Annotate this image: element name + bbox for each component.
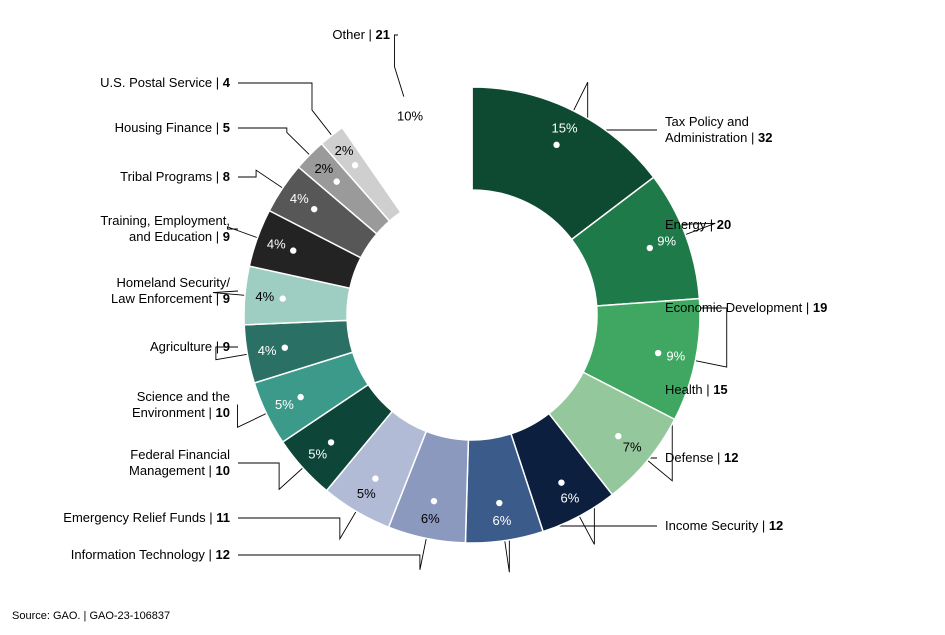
slice-percent: 5%: [357, 486, 376, 501]
slice-percent: 6%: [421, 511, 440, 526]
slice-dot: [615, 433, 621, 439]
slice-percent: 6%: [492, 513, 511, 528]
slice-label: Economic Development | 19: [665, 300, 827, 316]
slice-dot: [655, 350, 661, 356]
slice-dot: [372, 475, 378, 481]
slice-dot: [280, 295, 286, 301]
slice-dot: [311, 206, 317, 212]
slice-dot: [412, 130, 418, 136]
slice-dot: [496, 500, 502, 506]
slice-dot: [333, 178, 339, 184]
slice-percent: 7%: [623, 440, 642, 455]
slice-label: Other | 21: [332, 27, 390, 43]
slice-percent: 5%: [275, 397, 294, 412]
slice-percent: 10%: [397, 108, 423, 123]
source-text: Source: GAO. | GAO-23-106837: [12, 610, 170, 622]
slice-dot: [647, 245, 653, 251]
slice-label: Federal FinancialManagement | 10: [129, 447, 230, 480]
slice-percent: 4%: [255, 289, 274, 304]
slice-percent: 9%: [666, 349, 685, 364]
slice-label: Defense | 12: [665, 450, 739, 466]
slice-label: Science and theEnvironment | 10: [132, 389, 230, 422]
slice-label: Tax Policy andAdministration | 32: [665, 114, 772, 147]
slice-dot: [431, 498, 437, 504]
slice-label: Health | 15: [665, 382, 728, 398]
slice-percent: 2%: [314, 161, 333, 176]
slice-percent: 4%: [258, 343, 277, 358]
slice-dot: [290, 247, 296, 253]
slice-label: Emergency Relief Funds | 11: [63, 510, 230, 526]
slice-label: Energy | 20: [665, 217, 731, 233]
slice-label: Tribal Programs | 8: [120, 169, 230, 185]
slice-percent: 6%: [560, 491, 579, 506]
slice-label: Information Technology | 12: [71, 547, 230, 563]
slice-label: Agriculture | 9: [150, 339, 230, 355]
slice-dot: [282, 344, 288, 350]
slice-percent: 15%: [552, 121, 578, 136]
slice-percent: 4%: [290, 191, 309, 206]
slice-dot: [297, 394, 303, 400]
slice-percent: 5%: [308, 446, 327, 461]
slice-label: Income Security | 12: [665, 518, 783, 534]
slice-label: Training, Employment,and Education | 9: [100, 213, 230, 246]
slice-percent: 4%: [267, 236, 286, 251]
slice-label: Homeland Security/Law Enforcement | 9: [111, 275, 230, 308]
slice-dot: [328, 439, 334, 445]
slice-percent: 9%: [657, 234, 676, 249]
slice-label: Housing Finance | 5: [115, 120, 230, 136]
donut-chart-container: 15% 9% 9% 7% 6% 6% 6% 5% 5% 5% 4% 4% 4% 4% 2%2% 10% Tax…: [0, 0, 945, 630]
slice-percent: 2%: [335, 143, 354, 158]
slice-dot: [553, 142, 559, 148]
slice-label: U.S. Postal Service | 4: [100, 75, 230, 91]
slice-dot: [558, 479, 564, 485]
slice-dot: [352, 162, 358, 168]
